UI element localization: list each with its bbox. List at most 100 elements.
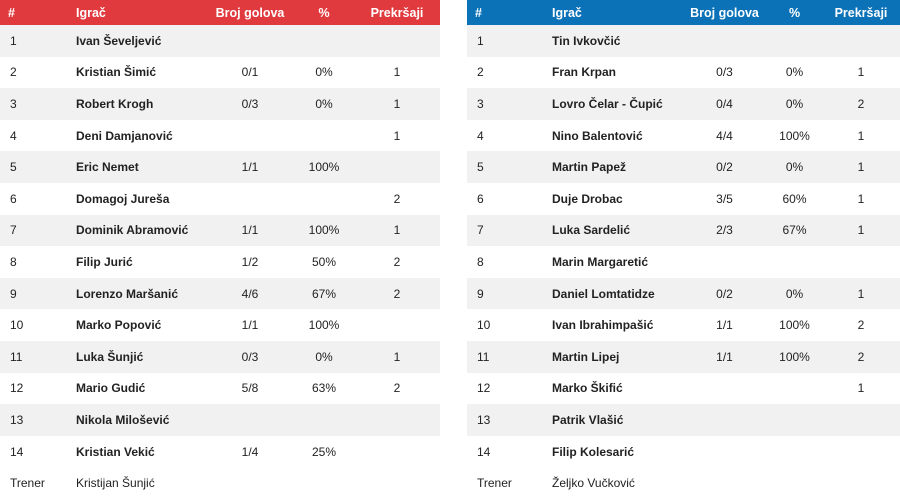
player-number: 12 bbox=[467, 372, 552, 405]
empty-cell bbox=[822, 467, 900, 499]
percentage-cell: 0% bbox=[294, 88, 354, 120]
percentage-cell bbox=[294, 119, 354, 152]
fouls-cell: 1 bbox=[822, 182, 900, 215]
percentage-cell bbox=[294, 404, 354, 436]
player-number: 5 bbox=[467, 151, 552, 183]
fouls-cell bbox=[354, 309, 440, 341]
percentage-cell: 0% bbox=[767, 88, 822, 120]
table-header-row: # Igrač Broj golova % Prekršaji bbox=[0, 0, 440, 25]
player-number: 11 bbox=[467, 340, 552, 373]
table-row: 3 Lovro Čelar - Čupić 0/4 0% 2 bbox=[467, 88, 900, 120]
player-number: 4 bbox=[0, 119, 76, 152]
goals-cell: 1/2 bbox=[206, 246, 294, 278]
table-row: 1 Ivan Ševeljević bbox=[0, 25, 440, 57]
percentage-cell: 100% bbox=[767, 340, 822, 373]
fouls-cell bbox=[354, 151, 440, 183]
fouls-cell: 2 bbox=[822, 309, 900, 341]
home-team-table: # Igrač Broj golova % Prekršaji 1 Ivan Še… bbox=[0, 0, 440, 499]
player-name: Marko Škifić bbox=[552, 372, 682, 405]
table-header-row: # Igrač Broj golova % Prekršaji bbox=[467, 0, 900, 25]
player-number: 7 bbox=[0, 214, 76, 247]
table-row: 6 Domagoj Jureša 2 bbox=[0, 182, 440, 215]
table-row: 13 Patrik Vlašić bbox=[467, 404, 900, 436]
header-number: # bbox=[467, 0, 552, 25]
table-row: 6 Duje Drobac 3/5 60% 1 bbox=[467, 182, 900, 215]
percentage-cell bbox=[767, 246, 822, 278]
empty-cell bbox=[354, 467, 440, 499]
player-name: Patrik Vlašić bbox=[552, 404, 682, 436]
goals-cell: 1/1 bbox=[206, 309, 294, 341]
table-row: 3 Robert Krogh 0/3 0% 1 bbox=[0, 88, 440, 120]
goals-cell: 1/1 bbox=[206, 151, 294, 183]
table-row: 11 Luka Šunjić 0/3 0% 1 bbox=[0, 340, 440, 373]
header-player: Igrač bbox=[76, 0, 206, 25]
goals-cell bbox=[206, 182, 294, 215]
fouls-cell: 1 bbox=[822, 372, 900, 405]
player-name: Fran Krpan bbox=[552, 56, 682, 89]
fouls-cell bbox=[354, 435, 440, 468]
table-row: 11 Martin Lipej 1/1 100% 2 bbox=[467, 340, 900, 373]
goals-cell: 5/8 bbox=[206, 372, 294, 405]
player-number: 1 bbox=[0, 25, 76, 57]
fouls-cell: 1 bbox=[822, 119, 900, 152]
player-name: Deni Damjanović bbox=[76, 119, 206, 152]
percentage-cell bbox=[767, 404, 822, 436]
player-number: 8 bbox=[467, 246, 552, 278]
table-row: 4 Nino Balentović 4/4 100% 1 bbox=[467, 119, 900, 152]
percentage-cell bbox=[767, 435, 822, 468]
player-number: 5 bbox=[0, 151, 76, 183]
percentage-cell: 0% bbox=[767, 277, 822, 310]
percentage-cell: 50% bbox=[294, 246, 354, 278]
coach-row: Trener Kristijan Šunjić bbox=[0, 467, 440, 499]
percentage-cell: 0% bbox=[294, 56, 354, 89]
fouls-cell: 1 bbox=[354, 214, 440, 247]
player-number: 13 bbox=[0, 404, 76, 436]
fouls-cell: 1 bbox=[822, 214, 900, 247]
goals-cell: 1/1 bbox=[682, 340, 767, 373]
percentage-cell: 67% bbox=[294, 277, 354, 310]
player-name: Ivan Ševeljević bbox=[76, 25, 206, 57]
header-percentage: % bbox=[767, 0, 822, 25]
goals-cell: 1/1 bbox=[206, 214, 294, 247]
coach-name: Kristijan Šunjić bbox=[76, 467, 206, 499]
header-player: Igrač bbox=[552, 0, 682, 25]
table-row: 2 Fran Krpan 0/3 0% 1 bbox=[467, 56, 900, 89]
player-number: 1 bbox=[467, 25, 552, 57]
table-row: 14 Filip Kolesarić bbox=[467, 435, 900, 468]
percentage-cell bbox=[767, 25, 822, 57]
player-number: 13 bbox=[467, 404, 552, 436]
player-number: 4 bbox=[467, 119, 552, 152]
player-name: Eric Nemet bbox=[76, 151, 206, 183]
fouls-cell: 1 bbox=[822, 277, 900, 310]
coach-name: Željko Vučković bbox=[552, 467, 682, 499]
header-fouls: Prekršaji bbox=[822, 0, 900, 25]
fouls-cell bbox=[354, 404, 440, 436]
fouls-cell: 2 bbox=[354, 372, 440, 405]
player-name: Kristian Vekić bbox=[76, 435, 206, 468]
goals-cell: 0/3 bbox=[682, 56, 767, 89]
percentage-cell: 100% bbox=[294, 214, 354, 247]
goals-cell: 4/4 bbox=[682, 119, 767, 152]
goals-cell bbox=[206, 25, 294, 57]
fouls-cell bbox=[822, 435, 900, 468]
goals-cell bbox=[206, 119, 294, 152]
player-number: 10 bbox=[467, 309, 552, 341]
table-row: 9 Daniel Lomtatidze 0/2 0% 1 bbox=[467, 277, 900, 310]
player-number: 11 bbox=[0, 340, 76, 373]
fouls-cell: 1 bbox=[354, 119, 440, 152]
player-name: Robert Krogh bbox=[76, 88, 206, 120]
player-name: Nino Balentović bbox=[552, 119, 682, 152]
fouls-cell: 1 bbox=[822, 151, 900, 183]
header-percentage: % bbox=[294, 0, 354, 25]
away-team-table: # Igrač Broj golova % Prekršaji 1 Tin Ivk… bbox=[467, 0, 900, 499]
table-row: 2 Kristian Šimić 0/1 0% 1 bbox=[0, 56, 440, 89]
goals-cell: 1/4 bbox=[206, 435, 294, 468]
table-row: 8 Filip Jurić 1/2 50% 2 bbox=[0, 246, 440, 278]
percentage-cell: 0% bbox=[767, 56, 822, 89]
goals-cell bbox=[682, 372, 767, 405]
player-number: 10 bbox=[0, 309, 76, 341]
header-goals: Broj golova bbox=[682, 0, 767, 25]
player-name: Luka Sardelić bbox=[552, 214, 682, 247]
player-name: Filip Kolesarić bbox=[552, 435, 682, 468]
goals-cell bbox=[682, 246, 767, 278]
